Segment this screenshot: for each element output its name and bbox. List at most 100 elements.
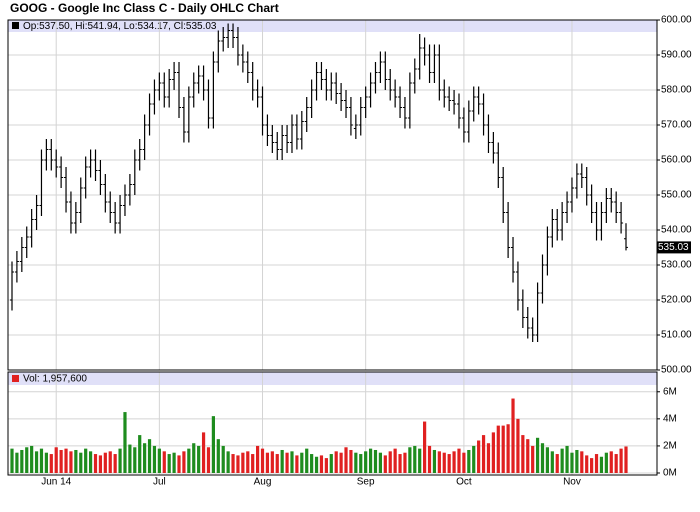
volume-bar	[545, 447, 550, 473]
volume-bar	[408, 447, 412, 473]
x-tick-label: Nov	[563, 477, 581, 488]
volume-bar	[388, 451, 392, 473]
y-tick-label: 4M	[663, 413, 677, 424]
volume-bar	[265, 452, 270, 473]
volume-bar	[88, 451, 93, 473]
volume-bar	[339, 452, 343, 473]
volume-bar	[364, 451, 368, 473]
volume-bar	[496, 425, 500, 473]
volume-bar	[516, 418, 520, 473]
volume-bar	[270, 451, 274, 473]
volume-bar	[418, 448, 422, 473]
volume-bar	[246, 451, 250, 473]
volume-bar	[280, 449, 284, 473]
volume-bar	[531, 445, 535, 473]
volume-bar	[398, 454, 402, 473]
volume-bar	[511, 398, 515, 473]
volume-bar	[192, 443, 196, 473]
x-tick-label: Jun 14	[41, 477, 71, 488]
volume-bar	[570, 452, 574, 473]
volume-bar	[344, 447, 348, 473]
y-tick-label: 500.00	[661, 365, 692, 376]
volume-bar	[162, 451, 166, 473]
volume-bar	[236, 455, 240, 473]
volume-bar	[540, 443, 545, 473]
volume-bar	[231, 454, 235, 473]
volume-bar	[300, 452, 304, 473]
volume-bar	[69, 451, 73, 473]
y-tick-label: 2M	[663, 441, 677, 452]
y-tick-label: 520.00	[661, 295, 692, 306]
volume-frame	[7, 371, 658, 476]
volume-bar	[256, 445, 260, 473]
volume-bar	[295, 455, 299, 473]
volume-bar	[324, 458, 328, 473]
volume-bar	[216, 439, 220, 473]
volume-bar	[462, 452, 466, 473]
volume-bar	[241, 452, 245, 473]
volume-bar	[25, 447, 29, 473]
volume-bar	[535, 437, 540, 473]
y-tick-label: 570.00	[661, 120, 692, 131]
volume-bar	[609, 451, 613, 473]
volume-bar	[147, 439, 152, 473]
volume-bar	[182, 451, 186, 473]
volume-legend: Vol: 1,957,600	[23, 374, 87, 385]
volume-bar	[427, 445, 432, 473]
volume-bar	[521, 435, 525, 473]
volume-bar	[368, 448, 373, 473]
volume-bar	[585, 455, 589, 473]
volume-legend-swatch	[12, 375, 19, 382]
volume-bar	[221, 445, 225, 473]
volume-bar	[481, 435, 486, 473]
y-tick-label: 540.00	[661, 225, 692, 236]
volume-bar	[501, 425, 505, 473]
last-price-label: 535.03	[658, 242, 689, 253]
volume-bar	[619, 448, 623, 473]
volume-bar	[275, 454, 279, 473]
volume-bar	[211, 416, 215, 473]
volume-bar	[467, 449, 471, 473]
volume-legend-band	[8, 372, 657, 385]
volume-bar	[550, 451, 554, 473]
volume-bar	[575, 449, 579, 473]
volume-bar	[128, 444, 132, 473]
volume-bar	[329, 454, 333, 473]
y-tick-label: 560.00	[661, 155, 692, 166]
volume-bar	[555, 454, 559, 473]
volume-bar	[526, 439, 530, 473]
x-tick-label: Oct	[456, 477, 472, 488]
volume-bar	[560, 448, 564, 473]
x-tick-label: Aug	[254, 477, 272, 488]
volume-bar	[123, 412, 127, 473]
marks	[10, 23, 628, 473]
volume-bar	[565, 445, 569, 473]
volume-bar	[118, 448, 122, 473]
y-tick-label: 600.00	[661, 15, 692, 26]
price-legend: Op:537.50, Hi:541.94, Lo:534.17, Cl:535.…	[23, 21, 217, 32]
volume-bar	[10, 448, 14, 473]
volume-bar	[285, 452, 289, 473]
y-tick-label: 6M	[663, 386, 677, 397]
x-tick-label: Jul	[153, 477, 166, 488]
volume-bar	[378, 452, 382, 473]
volume-bar	[432, 449, 437, 473]
volume-bar	[580, 451, 584, 473]
y-tick-label: 580.00	[661, 85, 692, 96]
volume-bar	[491, 432, 495, 473]
volume-bar	[197, 445, 201, 473]
volume-bar	[59, 449, 63, 473]
volume-bar	[201, 432, 206, 473]
y-tick-label: 510.00	[661, 330, 692, 341]
price-legend-band	[8, 20, 657, 32]
y-tick-label: 530.00	[661, 260, 692, 271]
y-tick-label: 550.00	[661, 190, 692, 201]
volume-bar	[64, 448, 68, 473]
volume-bar	[310, 454, 314, 473]
volume-bar	[290, 451, 294, 473]
volume-bar	[413, 445, 417, 473]
volume-bar	[143, 443, 147, 473]
volume-bar	[319, 455, 324, 473]
